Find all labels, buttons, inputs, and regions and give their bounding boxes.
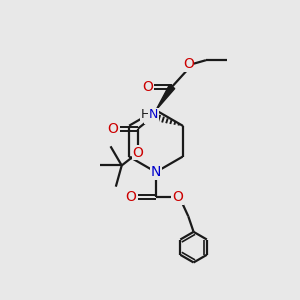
Text: N: N <box>149 108 158 121</box>
Text: O: O <box>172 190 183 204</box>
Text: H: H <box>140 108 150 121</box>
Polygon shape <box>156 85 175 110</box>
Text: N: N <box>151 165 161 179</box>
Text: O: O <box>133 146 143 160</box>
Text: O: O <box>183 57 194 71</box>
Text: O: O <box>108 122 118 136</box>
Text: O: O <box>142 80 153 94</box>
Text: O: O <box>126 190 136 204</box>
Text: H: H <box>145 110 154 123</box>
